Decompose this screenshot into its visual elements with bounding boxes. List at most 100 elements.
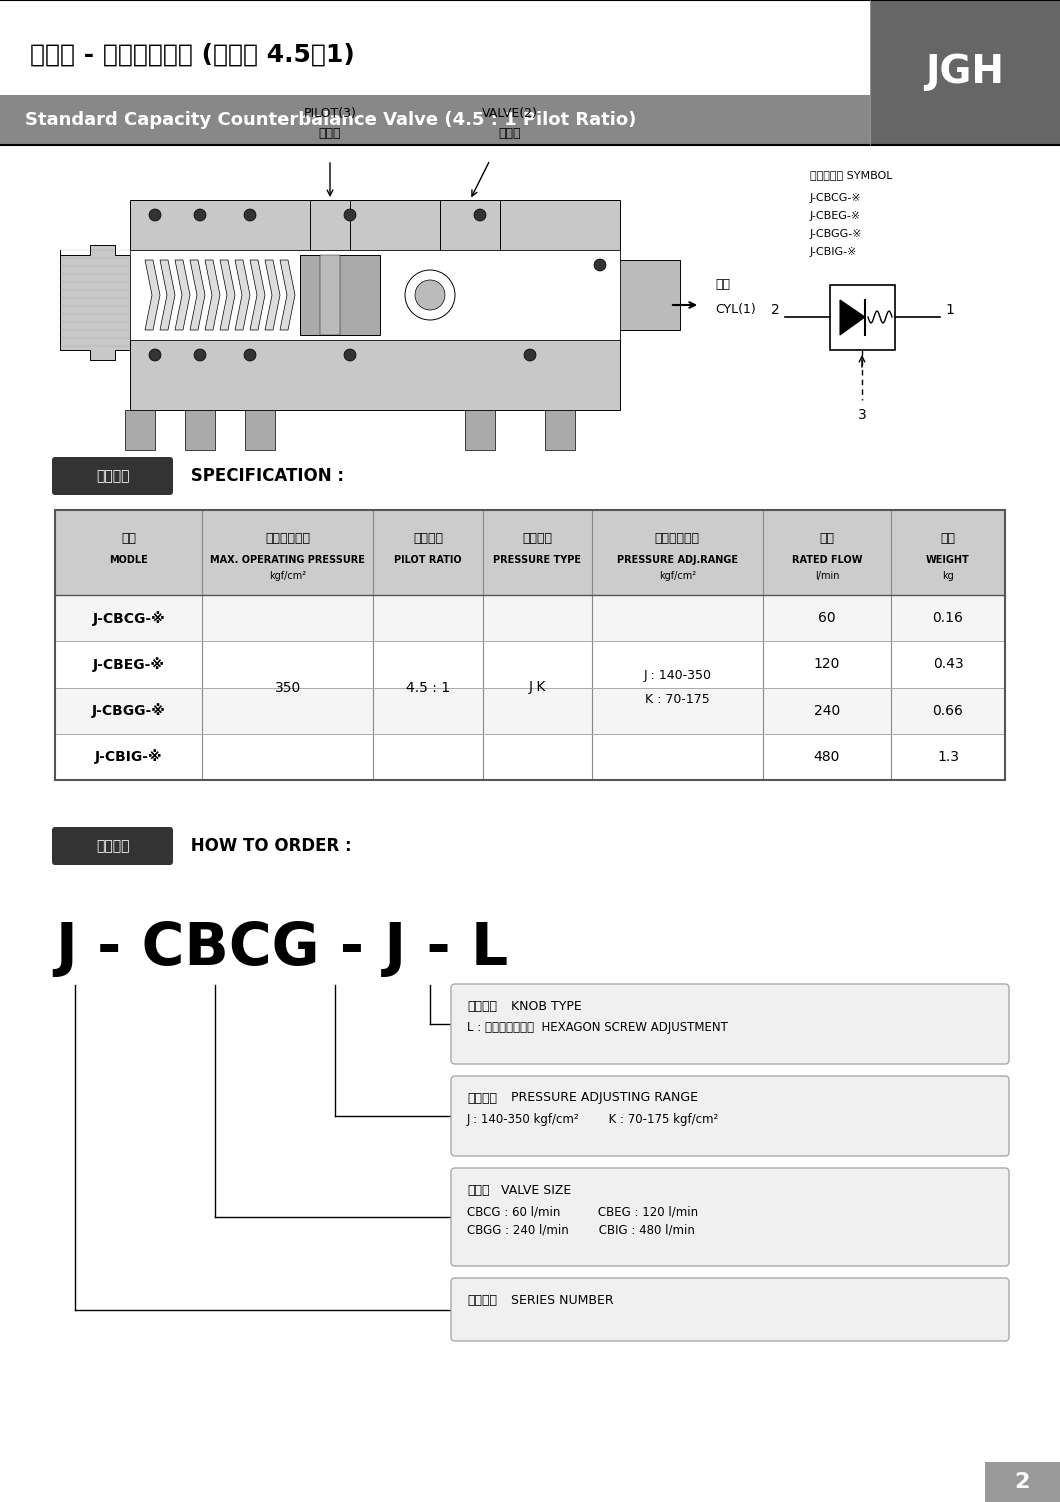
Circle shape	[194, 209, 206, 221]
FancyBboxPatch shape	[450, 1075, 1009, 1157]
Bar	[245, 410, 275, 451]
Bar	[490, 249, 620, 339]
Text: 型號說明: 型號說明	[96, 840, 129, 853]
Text: SPECIFICATION :: SPECIFICATION :	[186, 467, 344, 485]
Text: J-CBCG-※: J-CBCG-※	[92, 611, 165, 625]
Polygon shape	[250, 260, 265, 330]
Text: J-CBIG-※: J-CBIG-※	[810, 246, 858, 257]
Text: Standard Capacity Counterbalance Valve (4.5 : 1 Pilot Ratio): Standard Capacity Counterbalance Valve (…	[25, 111, 636, 129]
Bar	[830, 285, 895, 350]
Circle shape	[244, 348, 257, 360]
FancyBboxPatch shape	[52, 457, 173, 496]
Polygon shape	[60, 245, 130, 360]
Bar	[125, 410, 155, 451]
Text: 引導比例: 引導比例	[413, 532, 443, 545]
Bar	[55, 688, 1005, 734]
Text: J K: J K	[529, 680, 546, 694]
Text: 閥規格: 閥規格	[467, 1184, 490, 1197]
Text: PILOT RATIO: PILOT RATIO	[394, 556, 462, 565]
Text: J : 140-350: J : 140-350	[643, 668, 711, 682]
Text: 0.16: 0.16	[933, 611, 964, 625]
Text: CBCG : 60 l/min          CBEG : 120 l/min: CBCG : 60 l/min CBEG : 120 l/min	[467, 1206, 699, 1218]
Text: 調壓範圍: 調壓範圍	[467, 1092, 497, 1104]
Polygon shape	[160, 260, 175, 330]
Circle shape	[244, 209, 257, 221]
Text: PRESSURE ADJUSTING RANGE: PRESSURE ADJUSTING RANGE	[507, 1092, 697, 1104]
Text: kgf/cm²: kgf/cm²	[269, 571, 306, 581]
Text: 重量: 重量	[940, 532, 955, 545]
Text: 旋鈕型式: 旋鈕型式	[467, 999, 497, 1012]
Text: 4.5 : 1: 4.5 : 1	[406, 680, 449, 694]
Text: KNOB TYPE: KNOB TYPE	[507, 999, 582, 1012]
Bar	[310, 200, 350, 249]
Bar	[985, 1461, 1060, 1502]
Bar	[55, 595, 1005, 641]
Bar	[55, 734, 1005, 780]
Text: kg: kg	[942, 571, 954, 581]
Bar	[320, 255, 340, 335]
Text: 流量: 流量	[819, 532, 834, 545]
Circle shape	[149, 209, 161, 221]
Text: kgf/cm²: kgf/cm²	[658, 571, 695, 581]
Text: VALVE(2): VALVE(2)	[482, 107, 537, 120]
Polygon shape	[220, 260, 235, 330]
Text: PRESSURE ADJ.RANGE: PRESSURE ADJ.RANGE	[617, 556, 738, 565]
Bar	[440, 200, 500, 249]
Bar	[55, 641, 1005, 688]
Circle shape	[594, 258, 606, 270]
Text: CYL(1): CYL(1)	[716, 303, 756, 317]
Text: J-CBEG-※: J-CBEG-※	[810, 210, 861, 221]
Text: 系列編號: 系列編號	[467, 1293, 497, 1307]
Text: 引導閥: 引導閥	[319, 128, 341, 140]
Circle shape	[405, 270, 455, 320]
Circle shape	[474, 209, 485, 221]
Circle shape	[194, 348, 206, 360]
Text: K : 70-175: K : 70-175	[644, 692, 709, 706]
Text: RATED FLOW: RATED FLOW	[792, 556, 862, 565]
Text: 2: 2	[772, 303, 780, 317]
Text: 油缸: 油缸	[716, 278, 730, 291]
Bar	[130, 200, 620, 249]
Text: 3: 3	[858, 409, 866, 422]
Bar	[0, 0, 870, 95]
Text: 抗衡閥 - 非透氣標準型 (導壓比 4.5：1): 抗衡閥 - 非透氣標準型 (導壓比 4.5：1)	[30, 44, 355, 68]
Text: 480: 480	[814, 749, 841, 765]
Bar	[186, 410, 215, 451]
Bar	[0, 146, 1060, 451]
Text: 0.66: 0.66	[933, 703, 964, 718]
Text: 0.43: 0.43	[933, 658, 964, 671]
Bar	[55, 511, 1005, 595]
Text: 1.3: 1.3	[937, 749, 959, 765]
Bar	[620, 260, 681, 330]
Text: 型式: 型式	[121, 532, 136, 545]
FancyBboxPatch shape	[52, 828, 173, 865]
Polygon shape	[190, 260, 205, 330]
Text: J-CBIG-※: J-CBIG-※	[95, 749, 162, 765]
Text: WEIGHT: WEIGHT	[926, 556, 970, 565]
Polygon shape	[840, 300, 865, 335]
Text: MAX. OPERATING PRESSURE: MAX. OPERATING PRESSURE	[210, 556, 366, 565]
FancyBboxPatch shape	[450, 1278, 1009, 1341]
Bar	[130, 249, 620, 339]
Circle shape	[344, 348, 356, 360]
Bar	[545, 410, 575, 451]
Text: 方向閥: 方向閥	[499, 128, 522, 140]
Text: J-CBGG-※: J-CBGG-※	[92, 703, 165, 718]
Circle shape	[344, 209, 356, 221]
Text: J : 140-350 kgf/cm²        K : 70-175 kgf/cm²: J : 140-350 kgf/cm² K : 70-175 kgf/cm²	[467, 1113, 720, 1126]
Text: CBGG : 240 l/min        CBIG : 480 l/min: CBGG : 240 l/min CBIG : 480 l/min	[467, 1224, 695, 1236]
Text: VALVE SIZE: VALVE SIZE	[497, 1184, 571, 1197]
Circle shape	[524, 348, 536, 360]
Text: 最高使用壓力: 最高使用壓力	[265, 532, 311, 545]
Text: JGH: JGH	[925, 53, 1005, 92]
Polygon shape	[265, 260, 280, 330]
Text: 60: 60	[818, 611, 835, 625]
Polygon shape	[145, 260, 160, 330]
Text: 閥類型符號 SYMBOL: 閥類型符號 SYMBOL	[810, 170, 893, 180]
Text: 壓力類型: 壓力類型	[523, 532, 552, 545]
Polygon shape	[235, 260, 250, 330]
Polygon shape	[175, 260, 190, 330]
Text: J-CBGG-※: J-CBGG-※	[810, 228, 863, 239]
Text: 規格說明: 規格說明	[96, 469, 129, 484]
Text: 1: 1	[946, 303, 954, 317]
